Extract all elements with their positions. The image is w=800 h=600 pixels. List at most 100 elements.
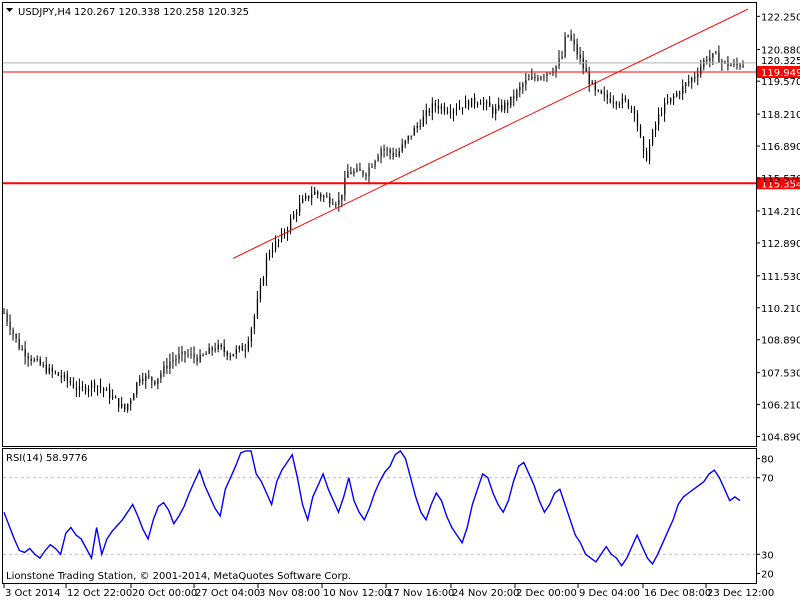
candle-body <box>223 346 225 352</box>
candle-body <box>721 61 723 63</box>
candle-body <box>281 233 283 240</box>
candle-body <box>594 82 596 91</box>
candle-body <box>603 93 605 95</box>
time-tick-label: 24 Nov 20:00 <box>452 588 519 599</box>
candle-body <box>600 90 602 94</box>
price-tick-label: 104.890 <box>761 433 800 444</box>
candle-body <box>464 101 467 109</box>
candle-body <box>187 354 189 356</box>
candle-body <box>235 349 237 354</box>
candle-body <box>455 109 458 111</box>
candle-body <box>172 360 174 362</box>
candle-body <box>739 65 741 67</box>
candle-body <box>664 103 666 114</box>
candle-body <box>504 102 506 110</box>
candle-body <box>468 101 470 108</box>
candle-body <box>489 102 491 107</box>
candle-body <box>543 76 545 78</box>
level-price-tag <box>757 177 800 190</box>
candle-body <box>277 239 280 242</box>
candle-body <box>109 389 111 399</box>
candle-body <box>66 374 69 381</box>
price-candles <box>3 29 744 413</box>
candle-body <box>443 106 446 112</box>
candle-body <box>597 90 599 92</box>
candle-body <box>715 52 717 54</box>
candle-body <box>365 174 367 177</box>
price-tick-label: 114.210 <box>761 207 800 218</box>
price-tick-label: 110.210 <box>761 304 800 315</box>
candle-body <box>691 78 693 82</box>
candle-body <box>422 116 424 127</box>
price-tick-label: 120.880 <box>761 45 800 56</box>
trendline[interactable] <box>232 8 749 259</box>
candle-body <box>579 54 581 59</box>
candle-body <box>471 98 473 108</box>
candle-body <box>196 357 198 362</box>
candle-body <box>217 344 219 350</box>
candle-body <box>299 202 301 213</box>
candle-body <box>615 102 618 105</box>
candle-body <box>395 155 397 157</box>
candle-body <box>461 107 464 109</box>
candle-body <box>6 312 8 322</box>
candle-body <box>63 374 66 378</box>
candle-body <box>609 98 611 103</box>
candle-body <box>69 380 72 384</box>
candle-body <box>697 74 699 78</box>
price-tick-label: 118.210 <box>761 110 800 121</box>
price-tick-label: 119.570 <box>761 77 800 88</box>
price-tick-label: 106.210 <box>761 401 800 412</box>
candle-body <box>341 194 343 201</box>
candle-body <box>567 35 569 37</box>
candle-body <box>371 166 373 168</box>
candle-body <box>175 359 177 361</box>
candle-body <box>118 398 120 408</box>
candle-body <box>694 77 696 79</box>
candle-body <box>48 367 50 373</box>
candle-body <box>353 171 355 175</box>
candle-body <box>15 333 17 339</box>
candle-body <box>712 53 714 58</box>
time-tick-label: 9 Dec 04:00 <box>579 588 640 599</box>
candle-body <box>507 102 509 106</box>
candle-body <box>706 60 708 62</box>
candle-body <box>519 86 521 91</box>
candle-body <box>169 361 171 369</box>
candle-body <box>452 110 455 114</box>
candle-body <box>486 102 488 104</box>
copyright-text: Lionstone Trading Station, © 2001-2014, … <box>6 571 351 582</box>
candle-body <box>311 194 313 199</box>
candle-body <box>30 358 32 362</box>
candle-body <box>130 400 132 404</box>
candle-body <box>558 58 560 66</box>
candle-body <box>253 315 256 329</box>
candle-body <box>525 80 527 85</box>
candle-body <box>296 212 298 215</box>
candle-body <box>314 191 316 195</box>
candle-body <box>624 98 627 101</box>
candle-body <box>103 388 105 391</box>
candle-body <box>612 102 614 104</box>
symbol-dropdown-icon[interactable] <box>6 8 13 12</box>
candle-body <box>727 61 729 66</box>
candle-body <box>154 380 156 385</box>
candle-body <box>380 148 382 157</box>
candle-body <box>636 113 639 126</box>
candle-body <box>552 72 554 74</box>
candle-body <box>645 151 648 161</box>
candle-body <box>160 373 162 379</box>
candle-body <box>374 160 376 167</box>
candle-body <box>537 78 539 80</box>
candle-body <box>326 196 328 198</box>
candle-body <box>661 113 663 115</box>
candle-body <box>142 379 144 381</box>
candle-body <box>151 376 153 381</box>
time-tick-label: 17 Nov 16:00 <box>387 588 454 599</box>
candle-body <box>51 367 53 372</box>
candle-body <box>724 61 726 63</box>
level-price-label: 119.949 <box>761 68 800 79</box>
candle-body <box>293 214 295 219</box>
candle-body <box>323 196 325 198</box>
candle-body <box>184 351 186 355</box>
